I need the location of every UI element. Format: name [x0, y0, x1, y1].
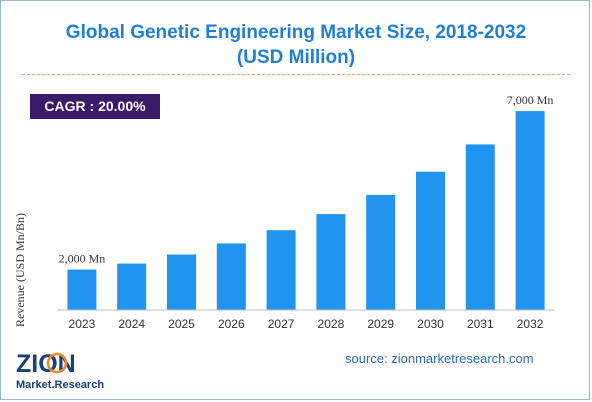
- bar-2029: [366, 194, 396, 310]
- x-tick-2023: 2023: [69, 317, 96, 331]
- x-tick-2024: 2024: [118, 317, 145, 331]
- bar-2030: [416, 171, 445, 310]
- data-label-2032: 7,000 Mn: [507, 93, 554, 107]
- x-tick-2027: 2027: [268, 317, 295, 331]
- data-annotations: 2,000 Mn 7,000 Mn: [59, 93, 554, 266]
- data-label-2023: 2,000 Mn: [59, 252, 106, 266]
- chart-subtitle: (USD Million): [236, 47, 356, 68]
- logo-word-market-research: Market.Research: [16, 379, 104, 391]
- bar-2027: [266, 230, 296, 310]
- cagr-badge: CAGR : 20.00%: [30, 94, 160, 119]
- x-tick-2030: 2030: [417, 317, 444, 331]
- x-tick-2029: 2029: [367, 317, 394, 331]
- zion-logo: ZION Market.Research: [16, 350, 104, 391]
- x-tick-2026: 2026: [218, 317, 245, 331]
- x-tick-labels: 2023 2024 2025 2026 2027 2028 2029 2030 2031 2032: [69, 317, 544, 331]
- bar-series: [67, 111, 545, 310]
- bar-2032: [515, 111, 545, 310]
- x-tick-2028: 2028: [318, 317, 345, 331]
- title-divider: [22, 74, 570, 75]
- bar-2026: [216, 243, 246, 310]
- source-note: source: zionmarketresearch.com: [345, 351, 534, 366]
- x-tick-2031: 2031: [467, 317, 494, 331]
- bar-2028: [316, 214, 346, 310]
- bar-2023: [67, 269, 97, 310]
- bar-2031: [465, 144, 495, 310]
- x-tick-2032: 2032: [517, 317, 544, 331]
- bar-2024: [117, 263, 147, 310]
- x-tick-2025: 2025: [168, 317, 195, 331]
- bar-2025: [167, 254, 196, 310]
- logo-ring-icon: [46, 352, 68, 374]
- chart-title: Global Genetic Engineering Market Size, …: [65, 22, 527, 43]
